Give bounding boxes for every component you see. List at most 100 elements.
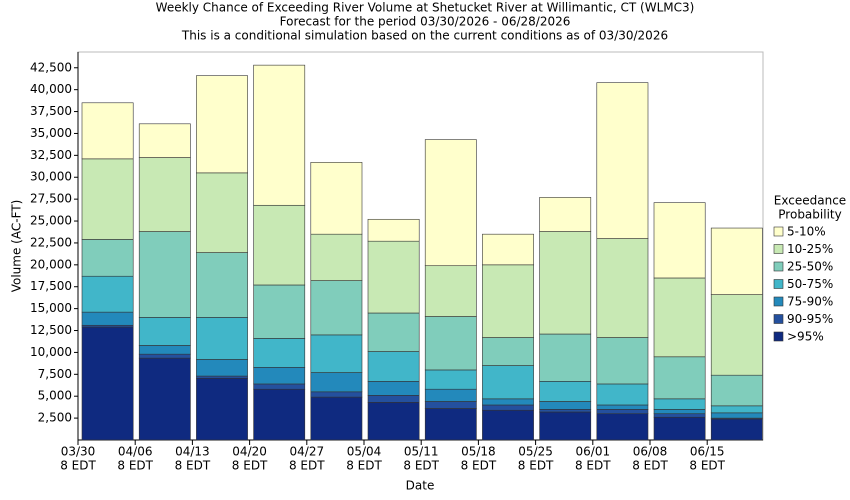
bar-segment: [310, 372, 363, 393]
y-tick-label: 30,000: [30, 170, 72, 184]
x-tick-label: 8 EDT: [117, 459, 153, 473]
bar-segment: [482, 365, 534, 400]
bar-segment: [596, 383, 649, 406]
bar-segment: [196, 359, 248, 377]
x-axis-title: Date: [406, 479, 435, 493]
x-tick-label: 8 EDT: [518, 459, 554, 473]
x-tick-label: 8 EDT: [689, 459, 725, 473]
x-tick-label: 8 EDT: [403, 459, 439, 473]
bar-segment: [138, 353, 191, 359]
bar-segment: [367, 381, 420, 396]
bar-segment: [596, 413, 649, 441]
bar-segment: [81, 311, 134, 326]
y-tick-label: 22,500: [30, 235, 72, 249]
x-tick-label: 8 EDT: [575, 459, 611, 473]
bar-segment: [367, 351, 420, 382]
x-tick-label: 8 EDT: [60, 459, 96, 473]
bar-segment: [596, 238, 649, 338]
bar-segment: [310, 391, 363, 398]
y-tick-label: 10,000: [30, 345, 72, 359]
y-tick-label: 25,000: [30, 214, 72, 228]
bar-segment: [367, 312, 420, 352]
legend-swatch: [773, 314, 784, 324]
x-tick-label: 03/30: [61, 445, 96, 459]
bar-segment: [196, 252, 248, 318]
y-tick-label: 5,000: [38, 389, 72, 403]
x-tick-label: 8 EDT: [232, 459, 268, 473]
legend-title: Exceedance: [774, 194, 846, 208]
legend-title: Probability: [778, 208, 841, 222]
bar-segment: [81, 239, 134, 277]
x-tick-label: 04/06: [118, 445, 153, 459]
y-tick-label: 35,000: [30, 126, 72, 140]
bar-segment: [196, 75, 248, 174]
bar-segment: [367, 240, 420, 314]
legend-swatch: [773, 226, 784, 237]
bar-segment: [81, 158, 134, 240]
chart-subtitle: Forecast for the period 03/30/2026 - 06/…: [280, 15, 571, 29]
x-tick-label: 04/13: [175, 445, 210, 459]
bar-segment: [424, 265, 477, 317]
bar-segment: [596, 404, 649, 410]
legend-label: 5-10%: [787, 225, 826, 239]
legend-label: 75-90%: [787, 295, 833, 309]
y-axis-title: Volume (AC-FT): [10, 200, 24, 293]
x-tick-label: 8 EDT: [175, 459, 211, 473]
bar-segment: [539, 409, 592, 413]
bar-segment: [596, 82, 649, 239]
legend-swatch: [773, 279, 784, 289]
y-tick-label: 12,500: [30, 323, 72, 337]
bar-segment: [196, 375, 248, 379]
legend-label: 90-95%: [787, 312, 833, 326]
bar-segment: [310, 162, 363, 235]
x-tick-label: 05/25: [518, 445, 553, 459]
bar-segment: [653, 356, 706, 400]
bar-segment: [253, 338, 306, 368]
bar-segment: [653, 409, 706, 415]
bar-segment: [653, 277, 706, 358]
bar-segment: [138, 357, 191, 441]
legend-label: >95%: [787, 330, 824, 344]
bar-segment: [367, 218, 420, 242]
bar-segment: [482, 337, 534, 366]
y-tick-label: 40,000: [30, 82, 72, 96]
bar-segment: [196, 317, 248, 360]
bar-segment: [253, 204, 306, 286]
bar-segment: [81, 275, 134, 313]
bar-segment: [253, 367, 306, 385]
bar-segment: [710, 294, 763, 376]
bar-segment: [424, 408, 477, 441]
bar-segment: [138, 345, 191, 355]
bar-segment: [482, 404, 534, 411]
legend-swatch: [773, 244, 784, 254]
bar-segment: [367, 402, 420, 441]
y-tick-label: 37,500: [30, 104, 72, 118]
bar-segment: [539, 197, 592, 232]
bar-segment: [138, 123, 191, 158]
legend-label: 50-75%: [787, 277, 833, 291]
x-tick-label: 05/04: [347, 445, 382, 459]
bar-segment: [710, 412, 763, 419]
bar-segment: [539, 231, 592, 335]
bar-segment: [424, 316, 477, 371]
bar-segment: [482, 398, 534, 406]
bar-segment: [482, 264, 534, 338]
x-tick-label: 04/27: [290, 445, 325, 459]
legend-swatch: [773, 296, 784, 307]
x-tick-label: 8 EDT: [289, 459, 325, 473]
y-tick-label: 2,500: [38, 411, 72, 425]
y-tick-label: 32,500: [30, 148, 72, 162]
bar-segment: [424, 369, 477, 390]
x-tick-label: 06/01: [576, 445, 611, 459]
bar-segment: [710, 227, 763, 295]
bar-segment: [310, 280, 363, 336]
bar-segment: [310, 334, 363, 373]
bar-segment: [81, 102, 134, 160]
bar-segment: [367, 395, 420, 403]
y-tick-label: 17,500: [30, 279, 72, 293]
bar-segment: [196, 377, 248, 441]
bar-segment: [81, 326, 134, 441]
bar-segment: [596, 337, 649, 385]
bar-segment: [653, 416, 706, 441]
